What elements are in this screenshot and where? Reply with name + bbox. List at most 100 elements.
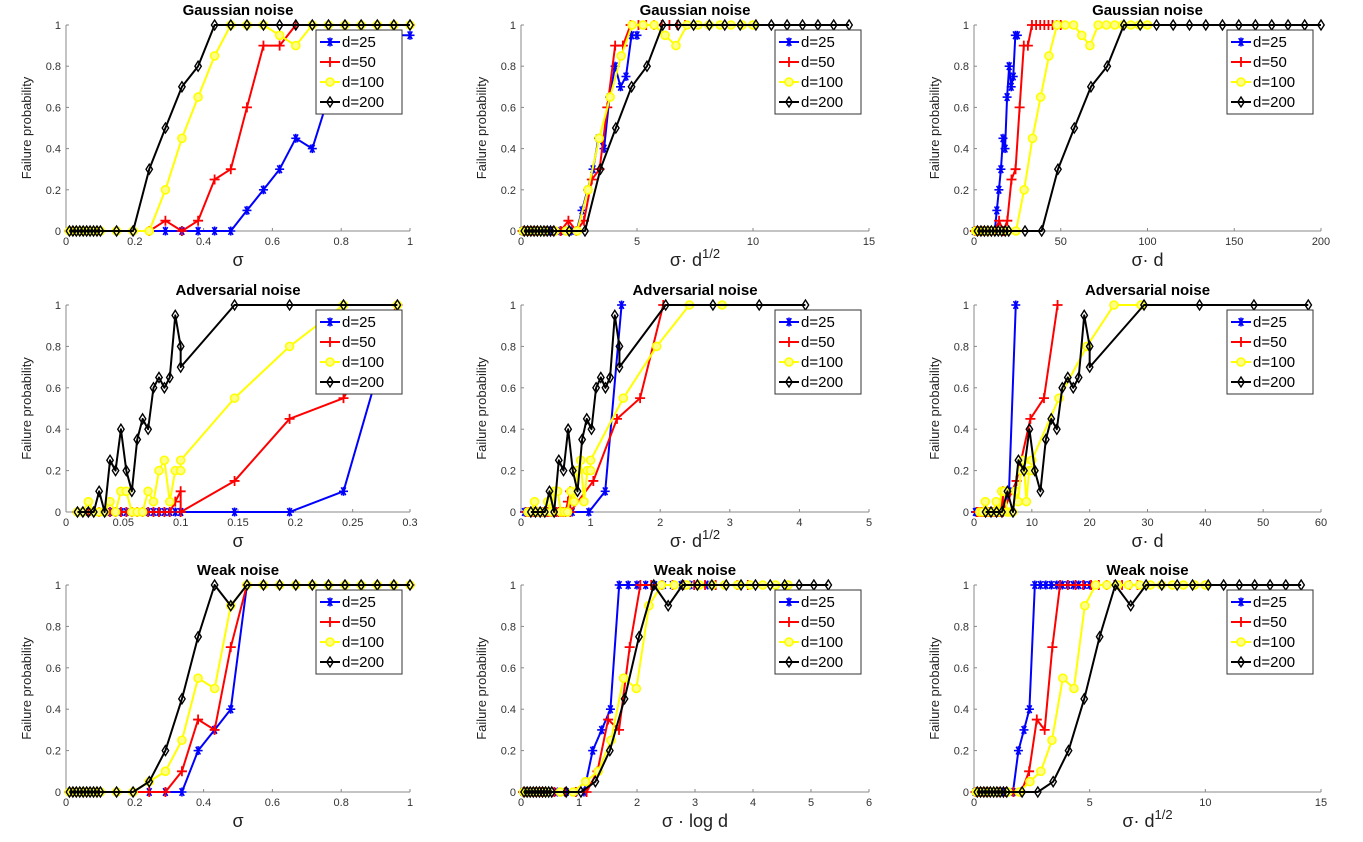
series-d=200 (973, 18, 1326, 238)
data-point-diamond (751, 578, 760, 592)
legend-entry-d=100: d=100 (320, 354, 384, 371)
data-point-diamond (161, 744, 170, 757)
data-point-circle (274, 30, 285, 41)
x-tick-label: 30 (1141, 517, 1153, 529)
y-tick-label: 0.8 (501, 61, 516, 73)
data-point-circle (143, 486, 153, 497)
data-point-diamond (176, 360, 185, 374)
x-tick-label: 4 (750, 797, 756, 809)
y-axis-label: Failure probability (927, 76, 942, 179)
legend-label: d=25 (1253, 34, 1287, 51)
data-point-circle (159, 455, 170, 466)
data-point-circle (193, 673, 203, 683)
data-point-circle (1069, 683, 1079, 694)
legend-entry-d=50: d=50 (779, 614, 835, 631)
y-tick-label: 0.4 (954, 144, 969, 156)
data-point-circle (1036, 766, 1046, 777)
x-tick-label: 40 (1199, 517, 1211, 529)
data-point-diamond (611, 121, 620, 135)
data-point-plus (1002, 215, 1013, 226)
data-point-diamond (1058, 381, 1067, 395)
data-point-diamond (308, 578, 317, 592)
data-point-diamond (615, 340, 624, 353)
x-axis-label: σ· d1/2 (670, 246, 720, 270)
data-point-plus (1236, 617, 1246, 627)
data-point-circle (1076, 30, 1087, 41)
x-tick-label: 1 (407, 797, 413, 809)
y-tick-label: 0.2 (954, 466, 969, 478)
data-point-circle (618, 673, 629, 683)
data-point-diamond (992, 505, 1001, 519)
series-d=200 (526, 298, 810, 519)
data-point-diamond (620, 692, 629, 706)
data-point-diamond (678, 578, 687, 592)
y-tick-label: 0.6 (954, 102, 969, 114)
x-axis-label: σ· d1/2 (670, 527, 720, 551)
data-point-plus (1047, 642, 1058, 653)
data-point-diamond (976, 785, 985, 799)
data-point-plus (611, 413, 622, 424)
data-point-circle (209, 51, 220, 61)
data-point-circle (177, 735, 187, 746)
series-d=100 (518, 20, 758, 236)
y-tick-label: 1 (510, 580, 516, 592)
data-point-diamond (538, 785, 547, 799)
data-point-diamond (1018, 785, 1027, 799)
data-point-diamond (1008, 505, 1018, 519)
x-tick-label: 5 (808, 797, 814, 809)
legend-entry-d=50: d=50 (320, 54, 376, 71)
data-point-plus (1031, 714, 1042, 725)
data-point-diamond (580, 224, 590, 238)
data-point-diamond (405, 578, 415, 592)
data-point-diamond (210, 18, 219, 32)
chart-title: Weak noise (654, 562, 736, 579)
y-axis-label: Failure probability (927, 357, 942, 460)
legend-label: d=50 (1253, 334, 1287, 351)
data-point-diamond (545, 485, 554, 498)
data-point-diamond (161, 121, 170, 135)
series-line (524, 24, 850, 232)
legend: d=25 d=50 d=100 d=200 (315, 309, 403, 395)
data-point-circle (585, 455, 596, 466)
data-point-diamond (996, 785, 1005, 799)
data-point-circle (290, 40, 301, 51)
y-tick-label: 1 (55, 20, 61, 32)
y-tick-label: 0.8 (954, 621, 969, 633)
x-tick-label: 0.4 (196, 236, 211, 248)
data-point-diamond (539, 224, 548, 238)
data-point-circle (137, 507, 148, 517)
data-point-diamond (751, 18, 760, 32)
x-tick-label: 100 (1138, 236, 1156, 248)
data-point-plus (1006, 174, 1017, 185)
data-point-circle (784, 357, 794, 367)
x-tick-label: 0 (518, 517, 524, 529)
legend-label: d=100 (1253, 74, 1295, 91)
data-point-diamond (194, 59, 203, 73)
data-point-circle (193, 92, 203, 102)
x-tick-label: 0.6 (265, 797, 280, 809)
panel-r1-c1: 0 0.2 0.4 0.6 0.8 1 0 0.2 0.4 0.6 0.8 1 Gaussian noi… (19, 2, 415, 270)
data-point-diamond (1047, 412, 1056, 426)
data-point-diamond (1204, 578, 1213, 592)
legend-entry-d=100: d=100 (1231, 74, 1295, 91)
data-point-circle (529, 496, 540, 507)
x-tick-label: 0 (63, 797, 69, 809)
data-point-circle (175, 465, 186, 476)
data-point-circle (1060, 20, 1071, 30)
data-point-diamond (149, 381, 158, 395)
data-point-circle (562, 507, 573, 517)
y-tick-label: 0 (55, 787, 61, 799)
y-tick-label: 0.6 (46, 383, 61, 395)
data-point-diamond (171, 309, 180, 322)
legend-entry-d=100: d=100 (779, 634, 843, 651)
legend: d=25 d=50 d=100 d=200 (774, 589, 862, 675)
x-tick-label: 15 (1315, 797, 1327, 809)
data-point-diamond (979, 785, 988, 799)
data-point-diamond (1201, 18, 1210, 32)
chart-title: Adversarial noise (175, 282, 300, 299)
data-point-circle (325, 357, 335, 367)
x-axis-label-superscript: 1/2 (702, 527, 720, 542)
legend-label: d=100 (342, 354, 384, 371)
data-point-diamond (145, 162, 154, 176)
panel-r2-c1: 0 0.05 0.1 0.15 0.2 0.25 0.3 0 0.2 0.4 0.6 0.8 1 Adve… (19, 282, 418, 551)
